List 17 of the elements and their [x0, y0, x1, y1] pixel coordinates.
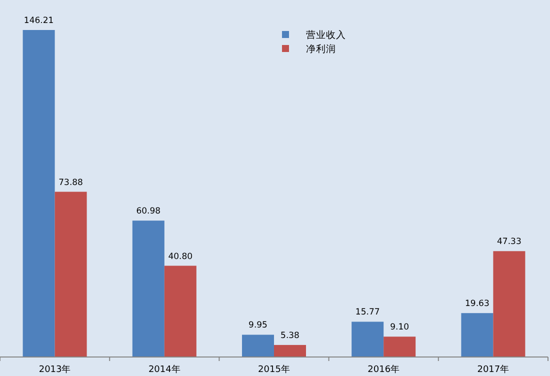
data-label: 47.33: [497, 237, 522, 248]
data-label: 73.88: [58, 178, 83, 188]
data-label: 5.38: [280, 330, 300, 341]
data-label: 15.77: [355, 308, 380, 318]
data-label: 146.21: [24, 16, 54, 26]
data-label: 60.98: [136, 206, 161, 217]
x-tick-label: 2015年: [258, 364, 290, 375]
data-label: 40.80: [168, 252, 193, 262]
legend-label: 净利润: [306, 43, 336, 55]
x-tick-label: 2017年: [477, 364, 510, 375]
x-tick-label: 2013年: [38, 364, 71, 375]
data-label: 19.63: [465, 299, 490, 310]
x-tick-label: 2014年: [148, 364, 180, 375]
x-tick-label: 2016年: [368, 364, 400, 375]
data-label: 9.10: [390, 322, 410, 333]
legend-label: 营业收入: [306, 29, 346, 41]
data-label: 9.95: [248, 320, 268, 331]
